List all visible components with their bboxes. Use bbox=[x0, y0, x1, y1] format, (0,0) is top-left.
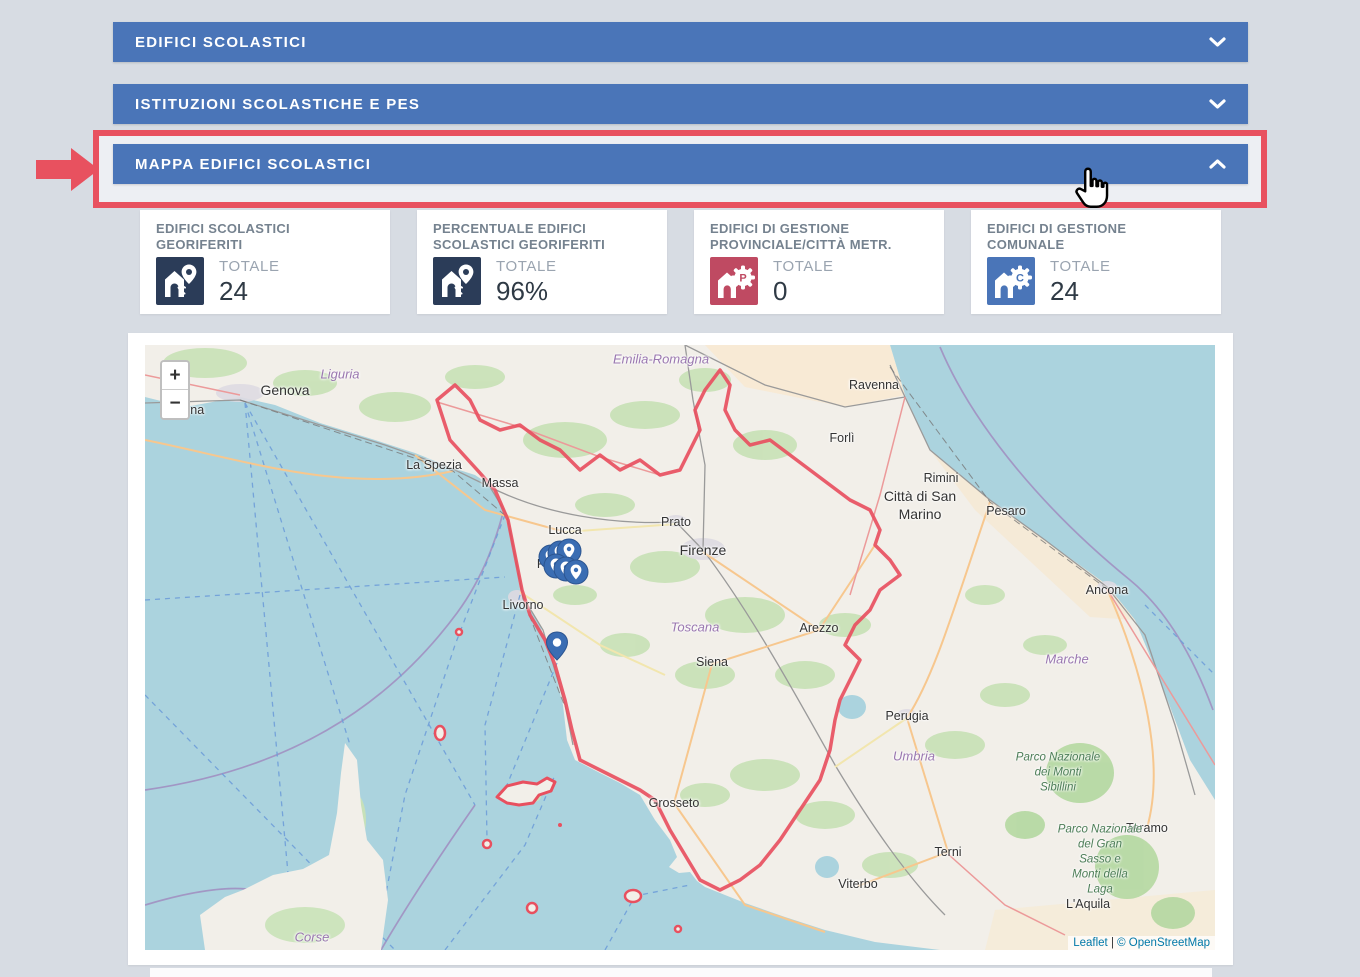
stat-card-percentuale-georiferiti: PERCENTUALE EDIFICI SCOLASTICI GEORIFERI… bbox=[417, 210, 667, 314]
leaflet-link[interactable]: Leaflet bbox=[1073, 937, 1108, 949]
stat-card-title: EDIFICI DI GESTIONE PROVINCIALE/CITTÀ ME… bbox=[710, 221, 892, 252]
stat-card-edifici-georiferiti: EDIFICI SCOLASTICI GEORIFERITI TOTALE 24 bbox=[140, 210, 390, 314]
stat-metric-label: TOTALE bbox=[496, 258, 557, 275]
stat-card-gestione-provinciale: EDIFICI DI GESTIONE PROVINCIALE/CITTÀ ME… bbox=[694, 210, 944, 314]
stat-metric-label: TOTALE bbox=[1050, 258, 1111, 275]
building-geopin-icon bbox=[156, 257, 204, 305]
map[interactable]: Genova Liguria Savona La Spezia Massa Lu… bbox=[145, 345, 1215, 950]
map-marker-icon[interactable] bbox=[545, 631, 571, 661]
stat-metric-value: 0 bbox=[773, 276, 788, 306]
stat-metric-label: TOTALE bbox=[773, 258, 834, 275]
zoom-out-button[interactable]: − bbox=[162, 390, 188, 418]
stat-metric-value: 24 bbox=[219, 276, 248, 306]
svg-text:C: C bbox=[1016, 273, 1024, 285]
chevron-down-icon bbox=[1209, 99, 1226, 109]
stat-metric-value: 96% bbox=[496, 276, 549, 306]
openstreetmap-link[interactable]: © OpenStreetMap bbox=[1117, 937, 1210, 949]
stat-metric-label: TOTALE bbox=[219, 258, 280, 275]
chevron-up-icon bbox=[1209, 159, 1226, 169]
accordion-istituzioni-scolastiche[interactable]: ISTITUZIONI SCOLASTICHE E PES bbox=[113, 84, 1248, 124]
map-panel: Genova Liguria Savona La Spezia Massa Lu… bbox=[128, 333, 1233, 965]
map-marker-icon[interactable] bbox=[563, 559, 589, 585]
map-basemap bbox=[145, 345, 1215, 950]
accordion-label: EDIFICI SCOLASTICI bbox=[135, 33, 307, 51]
accordion-mappa-edifici[interactable]: MAPPA EDIFICI SCOLASTICI bbox=[113, 144, 1248, 184]
accordion-label: ISTITUZIONI SCOLASTICHE E PES bbox=[135, 95, 421, 113]
next-panel-edge bbox=[150, 968, 1212, 977]
building-gear-icon: C bbox=[987, 257, 1035, 305]
stat-metric-value: 24 bbox=[1050, 276, 1079, 306]
map-zoom-control: + − bbox=[160, 360, 190, 420]
svg-text:P: P bbox=[739, 273, 746, 285]
zoom-in-button[interactable]: + bbox=[162, 362, 188, 390]
building-gear-icon: P bbox=[710, 257, 758, 305]
stat-card-title: EDIFICI SCOLASTICI GEORIFERITI bbox=[156, 221, 290, 252]
chevron-down-icon bbox=[1209, 37, 1226, 47]
accordion-label: MAPPA EDIFICI SCOLASTICI bbox=[135, 155, 372, 173]
attribution-separator: | bbox=[1107, 937, 1118, 949]
accordion-edifici-scolastici[interactable]: EDIFICI SCOLASTICI bbox=[113, 22, 1248, 62]
stat-card-title: EDIFICI DI GESTIONE COMUNALE bbox=[987, 221, 1127, 252]
hand-cursor-icon bbox=[1072, 166, 1114, 223]
red-arrow-icon bbox=[36, 147, 100, 197]
stat-card-title: PERCENTUALE EDIFICI SCOLASTICI GEORIFERI… bbox=[433, 221, 605, 252]
stat-card-gestione-comunale: EDIFICI DI GESTIONE COMUNALE C TOTALE 24 bbox=[971, 210, 1221, 314]
map-attribution: Leaflet | © OpenStreetMap bbox=[1068, 936, 1215, 950]
building-geopin-icon bbox=[433, 257, 481, 305]
